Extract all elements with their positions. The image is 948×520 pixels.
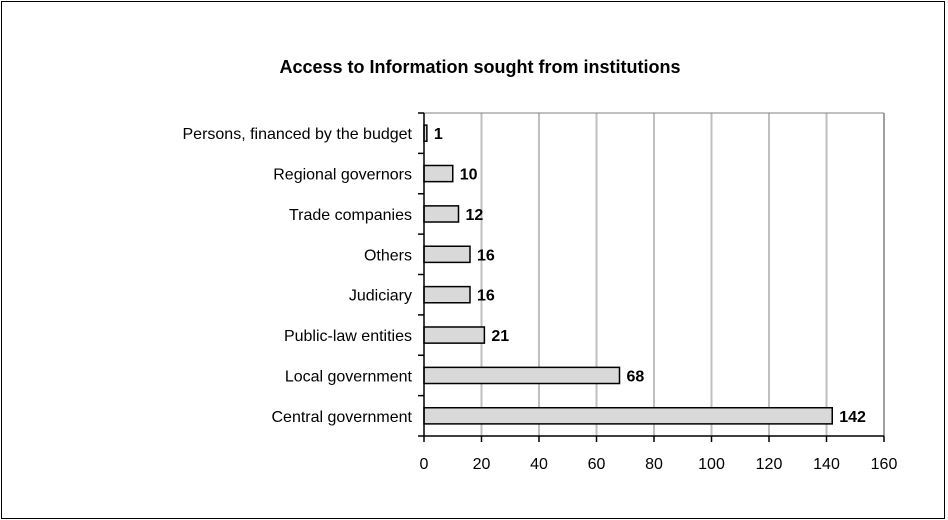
x-tick-label-0: 0 xyxy=(420,456,429,473)
bar-1 xyxy=(423,164,454,183)
x-tick-label-6: 120 xyxy=(756,456,783,473)
x-tick-label-3: 60 xyxy=(588,456,606,473)
chart-title: Access to Information sought from instit… xyxy=(279,57,680,77)
value-label-1: 10 xyxy=(460,167,478,184)
x-tick-label-5: 100 xyxy=(698,456,725,473)
value-label-3: 16 xyxy=(477,247,495,264)
x-tick-label-8: 160 xyxy=(871,456,898,473)
axes xyxy=(418,112,885,442)
gridlines xyxy=(424,112,885,436)
x-tick-label-1: 20 xyxy=(473,456,491,473)
bars xyxy=(423,124,833,425)
category-label-4: Judiciary xyxy=(349,288,412,305)
bar-3 xyxy=(423,245,471,264)
bar-4 xyxy=(423,285,471,304)
value-label-5: 21 xyxy=(491,328,509,345)
bar-5 xyxy=(423,326,486,344)
category-label-0: Persons, financed by the budget xyxy=(183,126,413,143)
value-label-4: 16 xyxy=(477,288,495,305)
value-label-7: 142 xyxy=(839,409,866,426)
value-label-6: 68 xyxy=(627,368,645,385)
x-tick-label-4: 80 xyxy=(645,456,663,473)
category-label-1: Regional governors xyxy=(273,167,412,184)
category-label-3: Others xyxy=(364,247,412,264)
category-label-5: Public-law entities xyxy=(284,328,412,345)
value-label-0: 1 xyxy=(434,126,443,143)
x-tick-label-2: 40 xyxy=(530,456,548,473)
category-label-7: Central government xyxy=(271,409,412,426)
category-label-2: Trade companies xyxy=(289,207,412,224)
bar-2 xyxy=(423,205,460,223)
bar-7 xyxy=(423,406,833,425)
bar-6 xyxy=(423,366,621,385)
value-label-2: 12 xyxy=(466,207,484,224)
x-tick-label-7: 140 xyxy=(813,456,840,473)
labels: 0 20 40 60 80 100 120 140 160 Persons, financed b… xyxy=(183,126,898,473)
category-label-6: Local government xyxy=(285,368,413,385)
